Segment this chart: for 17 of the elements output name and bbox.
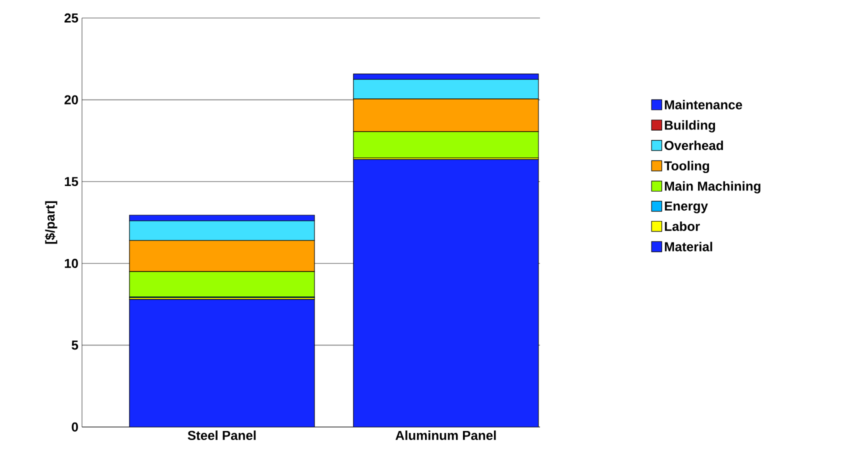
legend-label: Building xyxy=(664,120,716,132)
legend-label: Material xyxy=(664,242,712,252)
y-tick-label: 10 xyxy=(64,258,78,268)
y-tick-label: 25 xyxy=(64,13,78,23)
legend-label: Tooling xyxy=(664,160,710,174)
y-tick-label: 20 xyxy=(64,95,78,104)
legend-label: Maintenance xyxy=(664,100,742,110)
y-tick-label: 5 xyxy=(72,340,78,350)
x-tick-label: Aluminum Panel xyxy=(396,430,496,440)
legend-label: Labor xyxy=(664,221,700,231)
y-axis-title: [$/part] xyxy=(44,201,58,244)
y-tick-label: 15 xyxy=(64,177,78,186)
legend-label: Overhead xyxy=(664,140,723,150)
y-tick-label: 0 xyxy=(72,422,78,432)
legend-label: Energy xyxy=(664,202,708,214)
x-tick-label: Steel Panel xyxy=(188,430,256,440)
legend-label: Main Machining xyxy=(664,181,760,194)
